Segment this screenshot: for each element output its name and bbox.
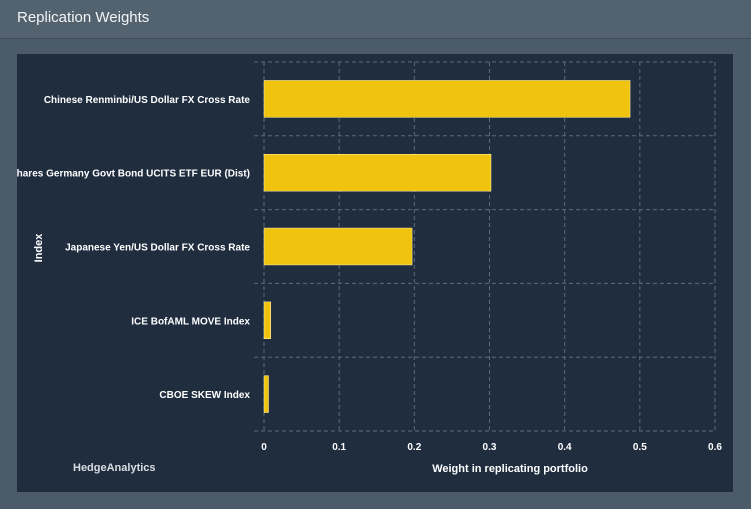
category-label: Japanese Yen/US Dollar FX Cross Rate [65,243,250,254]
x-axis-label: Weight in replicating portfolio [432,463,588,475]
hedgeanalytics-watermark: HedgeAnalytics [73,462,156,474]
category-labels: Chinese Renminbi/US Dollar FX Cross Rate… [7,95,251,401]
x-tick-label: 0.4 [558,442,572,453]
bar[interactable] [263,375,269,413]
x-tick-label: 0.6 [708,442,722,453]
bars [263,80,631,413]
bar-chart: Chinese Renminbi/US Dollar FX Cross Rate… [7,61,722,475]
x-tick-label: 0 [261,442,267,453]
category-label: Chinese Renminbi/US Dollar FX Cross Rate [44,95,251,106]
x-tick-label: 0.1 [332,442,346,453]
bar[interactable] [263,154,492,192]
x-tick-label: 0.5 [633,442,647,453]
panel-header: Replication Weights [0,0,751,39]
category-label: ICE BofAML MOVE Index [131,316,250,327]
y-axis-label: Index [33,233,45,263]
bar[interactable] [263,301,272,340]
chart-area: Chinese Renminbi/US Dollar FX Cross Rate… [7,54,733,492]
panel-title: Replication Weights [17,9,150,26]
x-tick-label: 0.3 [483,442,497,453]
bar[interactable] [263,227,413,266]
x-tick-label: 0.2 [407,442,421,453]
category-label: CBOE SKEW Index [159,390,250,401]
bar[interactable] [263,80,631,118]
category-label: iShares Germany Govt Bond UCITS ETF EUR … [17,169,250,180]
x-tick-labels: 0 0.1 0.2 0.3 0.4 0.5 0.6 [261,442,722,453]
